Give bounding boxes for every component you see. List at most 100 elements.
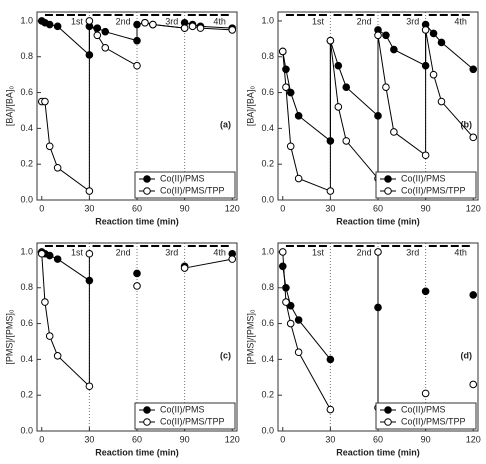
data-point [334,103,343,111]
x-tick-label: 30 [84,434,94,444]
y-tick-label: 1.0 [20,246,33,256]
x-tick-label: 30 [325,203,335,213]
stage-label: 4th [213,16,226,26]
stage-label: 1st [312,247,325,257]
data-point [282,283,290,292]
x-tick-label: 0 [39,203,44,213]
data-point [133,269,141,278]
data-point [133,61,141,70]
x-tick-label: 90 [421,203,431,213]
data-point [133,20,141,29]
data-point [45,332,54,340]
x-tick-label: 60 [373,434,383,444]
data-point [85,249,94,258]
legend-marker [384,187,392,195]
data-point [45,20,54,29]
y-tick-label: 0.6 [261,87,274,97]
x-tick-label: 120 [225,203,240,213]
stage-label: 3rd [165,247,178,257]
data-point [228,26,237,34]
data-point [53,22,62,31]
data-point [469,65,478,74]
data-point [93,24,102,32]
y-tick-label: 0.0 [20,425,33,435]
x-tick-label: 90 [421,434,431,444]
stage-label: 1st [71,247,84,257]
y-tick-label: 0.4 [20,123,33,133]
x-tick-label: 120 [466,434,481,444]
data-point [469,291,478,299]
data-point [326,187,335,195]
data-point [382,31,390,40]
legend-box [375,402,477,430]
data-point [101,44,110,52]
data-point [149,20,157,29]
data-point [342,137,351,145]
data-point [45,251,54,260]
data-point [85,276,94,285]
data-point [342,83,351,91]
x-tick-label: 0 [39,434,44,444]
y-tick-label: 0.8 [261,51,274,61]
data-point [53,255,62,263]
data-point [374,31,382,40]
data-point [53,352,62,360]
legend-marker [384,406,392,414]
data-point [196,24,205,32]
y-tick-label: 0.4 [261,123,274,133]
x-tick-label: 90 [180,434,190,444]
y-tick-label: 0.8 [261,282,274,292]
y-tick-label: 0.8 [20,51,33,61]
legend-marker [384,175,392,183]
y-tick-label: 0.2 [20,159,33,169]
data-point [374,112,382,120]
legend-label: Co(II)/PMS [401,173,446,183]
data-point [85,382,94,391]
stage-label: 3rd [406,16,419,26]
y-axis-label: [BA]/[BA]₀ [245,86,255,127]
x-axis-label: Reaction time (min) [95,447,179,457]
data-point [141,18,149,27]
data-point [228,255,237,263]
x-tick-label: 0 [280,434,285,444]
data-point [101,27,110,36]
legend-label: Co(II)/PMS/TPP [160,416,225,426]
legend-box [134,402,236,430]
y-tick-label: 0.8 [20,282,33,292]
data-point [45,142,54,151]
y-tick-label: 1.0 [261,246,274,256]
data-point [41,97,49,106]
y-axis-label: [PMS]/[PMS]₀ [245,309,255,365]
panel-label: (c) [220,350,231,360]
data-point [294,316,303,324]
legend-marker [143,406,151,414]
x-axis-label: Reaction time (min) [336,216,420,226]
data-point [469,380,478,389]
y-axis-label: [PMS]/[PMS]₀ [4,309,14,365]
stage-label: 2nd [357,16,372,26]
legend-label: Co(II)/PMS [401,404,446,414]
y-tick-label: 0.6 [20,318,33,328]
x-tick-label: 60 [132,203,142,213]
data-point [421,151,430,160]
stage-label: 1st [71,16,84,26]
panel-label: (d) [461,350,473,360]
data-point [469,133,478,142]
data-point [53,163,62,172]
data-point [188,22,197,31]
x-tick-label: 30 [325,434,335,444]
data-point [437,38,446,47]
x-axis-label: Reaction time (min) [336,447,420,457]
panel-label: (a) [220,119,231,129]
x-axis-label: Reaction time (min) [95,216,179,226]
y-tick-label: 0.2 [20,390,33,400]
data-point [294,112,303,120]
data-point [390,128,398,136]
data-point [286,319,295,328]
data-point [180,24,189,32]
legend-marker [143,418,151,426]
stage-label: 2nd [357,247,372,257]
data-point [85,17,94,25]
data-point [326,36,335,45]
